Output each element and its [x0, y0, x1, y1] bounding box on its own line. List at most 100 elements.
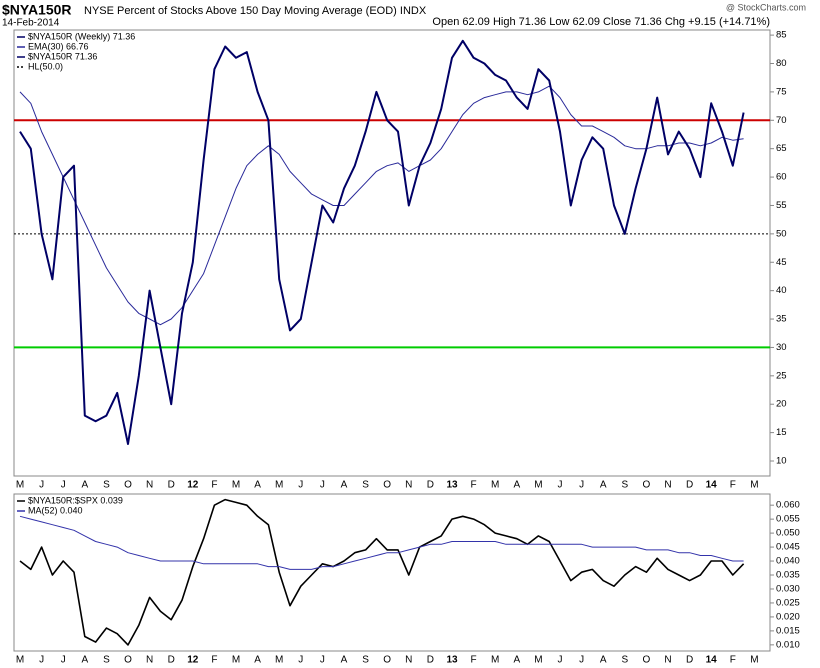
x-tick-label: 13: [446, 655, 458, 666]
x-tick-label: A: [600, 655, 607, 666]
source: @ StockCharts.com: [726, 2, 806, 12]
chart-title: NYSE Percent of Stocks Above 150 Day Mov…: [84, 5, 427, 17]
x-tick-label: S: [621, 480, 628, 491]
y-tick-label: 60: [776, 172, 787, 183]
y-tick-label: 40: [776, 285, 787, 296]
x-tick-label: S: [362, 480, 369, 491]
x-tick-label: 13: [446, 480, 458, 491]
legend-label: $NYA150R:$SPX 0.039: [28, 495, 123, 505]
y-tick-label: 55: [776, 200, 787, 211]
x-tick-label: M: [534, 480, 542, 491]
y-tick-label: 50: [776, 228, 787, 239]
y-tick-label: 80: [776, 58, 787, 69]
x-tick-label: S: [362, 655, 369, 666]
legend-label: MA(52) 0.040: [28, 505, 83, 515]
y-tick-label: 0.060: [776, 500, 800, 511]
y-tick-label: 0.040: [776, 556, 800, 567]
x-tick-label: M: [534, 655, 542, 666]
y-tick-label: 20: [776, 399, 787, 410]
y-tick-label: 0.030: [776, 583, 800, 594]
date: 14-Feb-2014: [2, 18, 60, 29]
x-tick-label: J: [558, 480, 563, 491]
x-tick-label: S: [621, 655, 628, 666]
x-tick-label: O: [124, 655, 132, 666]
x-tick-label: M: [275, 655, 283, 666]
x-tick-label: N: [405, 655, 412, 666]
y-tick-label: 0.045: [776, 542, 800, 553]
x-tick-label: M: [491, 480, 499, 491]
x-tick-label: N: [146, 655, 153, 666]
series-line: [19, 498, 745, 646]
x-tick-label: A: [81, 655, 88, 666]
x-tick-label: A: [341, 655, 348, 666]
y-tick-label: 0.015: [776, 625, 800, 636]
x-tick-label: F: [211, 480, 217, 491]
x-tick-label: O: [643, 655, 651, 666]
x-tick-label: J: [298, 480, 303, 491]
x-tick-label: J: [579, 655, 584, 666]
x-tick-label: A: [513, 480, 520, 491]
x-tick-label: J: [320, 480, 325, 491]
x-tick-label: F: [471, 655, 477, 666]
series-line: [19, 515, 744, 570]
x-tick-label: M: [16, 655, 24, 666]
y-tick-label: 25: [776, 370, 787, 381]
x-tick-label: M: [491, 655, 499, 666]
x-tick-label: F: [211, 655, 217, 666]
x-tick-label: A: [513, 655, 520, 666]
x-tick-label: D: [168, 655, 175, 666]
x-tick-label: S: [103, 655, 110, 666]
legend-label: $NYA150R 71.36: [28, 51, 97, 61]
x-tick-label: N: [664, 480, 671, 491]
x-tick-label: A: [600, 480, 607, 491]
y-tick-label: 75: [776, 86, 787, 97]
y-tick-label: 0.020: [776, 611, 800, 622]
x-tick-label: M: [16, 480, 24, 491]
x-tick-label: N: [146, 480, 153, 491]
x-tick-label: F: [471, 480, 477, 491]
main-panel-frame: [13, 29, 771, 477]
legend-label: HL(50.0): [28, 61, 63, 71]
x-tick-label: O: [383, 655, 391, 666]
x-tick-label: J: [558, 655, 563, 666]
lower-panel-frame: [13, 493, 771, 652]
y-tick-label: 85: [776, 30, 787, 41]
series-line: [19, 85, 744, 326]
quote: Open 62.09 High 71.36 Low 62.09 Close 71…: [432, 16, 770, 28]
y-tick-label: 45: [776, 257, 787, 268]
x-tick-label: O: [643, 480, 651, 491]
x-tick-label: F: [730, 480, 736, 491]
x-tick-label: J: [298, 655, 303, 666]
x-tick-label: M: [750, 655, 758, 666]
x-tick-label: A: [341, 480, 348, 491]
x-tick-label: J: [579, 480, 584, 491]
x-tick-label: D: [686, 655, 693, 666]
x-tick-label: N: [405, 480, 412, 491]
y-tick-label: 65: [776, 143, 787, 154]
x-tick-label: O: [124, 480, 132, 491]
y-tick-label: 30: [776, 342, 787, 353]
x-tick-label: 12: [187, 655, 199, 666]
y-tick-label: 35: [776, 314, 787, 325]
x-tick-label: 12: [187, 480, 199, 491]
series-line: [19, 39, 745, 445]
y-tick-label: 0.010: [776, 639, 800, 650]
x-tick-label: 14: [706, 480, 718, 491]
y-tick-label: 15: [776, 427, 787, 438]
x-tick-label: S: [103, 480, 110, 491]
x-tick-label: D: [168, 480, 175, 491]
x-tick-label: N: [664, 655, 671, 666]
symbol: $NYA150R: [2, 2, 72, 18]
x-tick-label: D: [427, 480, 434, 491]
x-tick-label: D: [686, 480, 693, 491]
y-tick-label: 0.035: [776, 570, 800, 581]
x-tick-label: J: [320, 655, 325, 666]
x-tick-label: F: [730, 655, 736, 666]
x-tick-label: J: [39, 655, 44, 666]
x-tick-label: D: [427, 655, 434, 666]
x-tick-label: A: [81, 480, 88, 491]
y-tick-label: 0.050: [776, 528, 800, 539]
x-tick-label: M: [275, 480, 283, 491]
x-tick-label: J: [39, 480, 44, 491]
